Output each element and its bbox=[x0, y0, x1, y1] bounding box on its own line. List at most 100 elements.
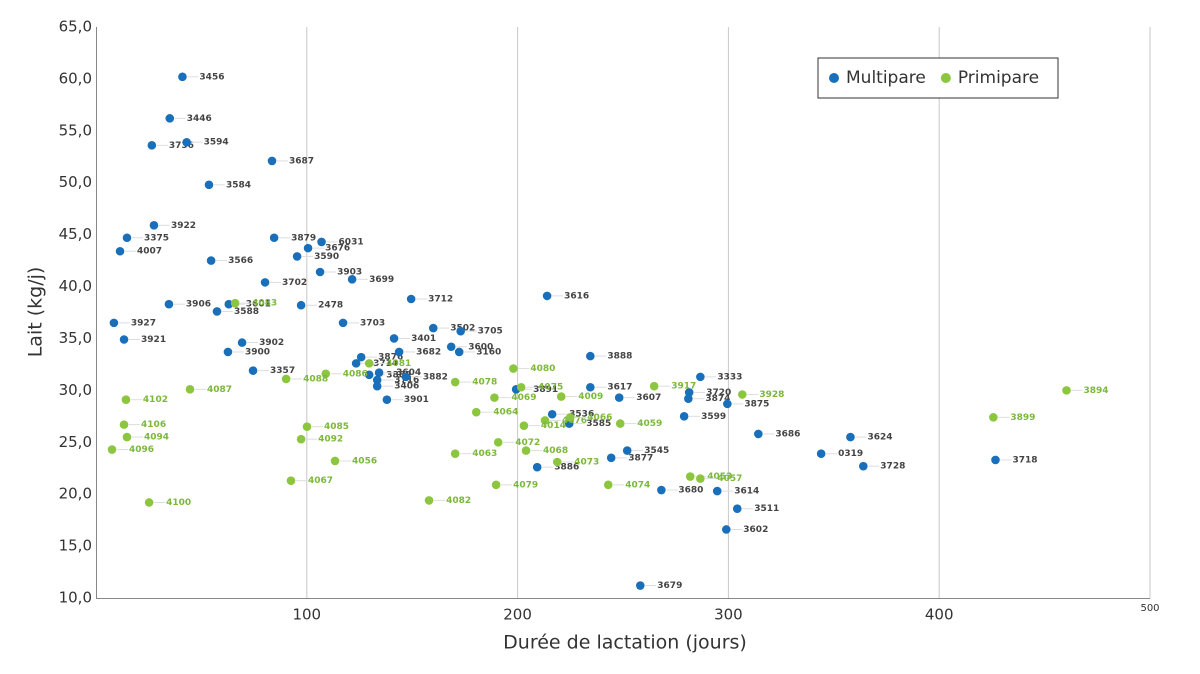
point-label: 4081 bbox=[386, 359, 411, 369]
point bbox=[566, 413, 575, 422]
point-label: 3903 bbox=[337, 268, 362, 278]
point-label: 4067 bbox=[308, 476, 333, 486]
point-label: 4069 bbox=[511, 393, 536, 403]
point bbox=[292, 252, 302, 261]
point bbox=[224, 299, 234, 309]
point-label: 3614 bbox=[734, 487, 759, 497]
point-label: 4014 bbox=[541, 421, 566, 431]
point-label: 3705 bbox=[478, 327, 503, 337]
point-label: 3714 bbox=[373, 359, 398, 369]
point-label: 3922 bbox=[171, 221, 196, 231]
point-label: 3536 bbox=[569, 410, 594, 420]
point bbox=[230, 298, 240, 308]
point bbox=[248, 366, 258, 375]
point-label: 3928 bbox=[759, 390, 784, 400]
point bbox=[372, 381, 382, 391]
point bbox=[122, 432, 132, 442]
point-label: 3728 bbox=[880, 462, 905, 472]
point bbox=[491, 480, 501, 490]
point-label: 3624 bbox=[867, 433, 892, 443]
point-label: 4007 bbox=[137, 247, 162, 257]
point-label: 4086 bbox=[343, 369, 368, 379]
point bbox=[516, 382, 526, 392]
y-tick-label: 40,0 bbox=[59, 277, 92, 295]
point-label: 3736 bbox=[169, 141, 194, 151]
point-label: 3602 bbox=[743, 525, 768, 535]
point-label: 4072 bbox=[515, 438, 540, 448]
point-label: 4094 bbox=[144, 433, 169, 443]
point-label: 4096 bbox=[129, 445, 154, 455]
point-label: 6031 bbox=[339, 237, 364, 247]
point bbox=[450, 449, 460, 458]
point bbox=[428, 323, 438, 333]
point bbox=[364, 359, 374, 368]
point-label: 3720 bbox=[706, 388, 731, 398]
point-label: 3333 bbox=[717, 372, 742, 382]
point-label: 4063 bbox=[472, 449, 497, 459]
point bbox=[657, 485, 666, 495]
point-label: 3401 bbox=[411, 334, 436, 344]
point bbox=[456, 326, 465, 336]
point bbox=[490, 393, 499, 402]
point-label: 3604 bbox=[396, 368, 421, 378]
point-label: 4100 bbox=[166, 498, 191, 508]
point-label: 4056 bbox=[352, 456, 377, 466]
point bbox=[269, 233, 279, 243]
point bbox=[696, 474, 705, 483]
y-tick-label: 30,0 bbox=[59, 381, 92, 399]
point bbox=[185, 385, 195, 394]
point bbox=[521, 446, 531, 455]
point bbox=[296, 434, 306, 444]
point bbox=[394, 347, 404, 357]
point-label: 3894 bbox=[1084, 386, 1109, 396]
point bbox=[685, 472, 695, 481]
point-label: 4080 bbox=[530, 364, 555, 374]
point bbox=[1062, 386, 1071, 395]
point bbox=[684, 394, 693, 403]
point bbox=[732, 504, 742, 514]
point bbox=[603, 480, 613, 490]
y-tick-label: 20,0 bbox=[59, 485, 92, 503]
x-tick-label: 500 bbox=[1140, 603, 1159, 614]
point-label: 3617 bbox=[607, 383, 632, 393]
point-label: 3616 bbox=[564, 291, 589, 301]
point bbox=[401, 372, 411, 382]
y-tick-label: 55,0 bbox=[59, 121, 92, 139]
x-axis-title: Durée de lactation (jours) bbox=[503, 632, 747, 654]
point bbox=[493, 437, 503, 447]
x-tick-label: 400 bbox=[925, 606, 954, 624]
point-label: 3566 bbox=[228, 256, 253, 266]
point-label: 3901 bbox=[404, 395, 429, 405]
point-label: 4085 bbox=[324, 422, 349, 432]
point-label: 3588 bbox=[234, 307, 259, 317]
point bbox=[635, 581, 645, 590]
point-label: 3712 bbox=[428, 295, 453, 305]
point-label: 3600 bbox=[468, 342, 493, 352]
point bbox=[267, 156, 277, 166]
point-label: 3357 bbox=[270, 366, 295, 376]
point-label: 3676 bbox=[325, 244, 350, 254]
point bbox=[614, 393, 624, 402]
point-label: 3889 bbox=[386, 370, 411, 380]
point bbox=[446, 342, 456, 352]
point bbox=[281, 374, 291, 384]
point bbox=[315, 267, 325, 277]
point bbox=[723, 399, 732, 409]
point-label: 3590 bbox=[314, 252, 339, 262]
point bbox=[406, 294, 416, 304]
point-label: 4057 bbox=[717, 474, 742, 484]
point-label: 3699 bbox=[369, 275, 394, 285]
x-tick-label: 300 bbox=[714, 606, 743, 624]
point bbox=[364, 370, 374, 380]
point-label: 3679 bbox=[657, 581, 682, 591]
point bbox=[165, 114, 175, 123]
point-label: 3599 bbox=[701, 412, 726, 422]
point bbox=[182, 137, 191, 147]
y-tick-label: 50,0 bbox=[59, 173, 92, 191]
point-label: 3877 bbox=[628, 453, 653, 463]
point bbox=[382, 395, 392, 405]
point bbox=[338, 318, 348, 328]
point-label: 4076 bbox=[562, 416, 587, 426]
point bbox=[556, 392, 566, 401]
point-label: 3882 bbox=[423, 372, 448, 382]
